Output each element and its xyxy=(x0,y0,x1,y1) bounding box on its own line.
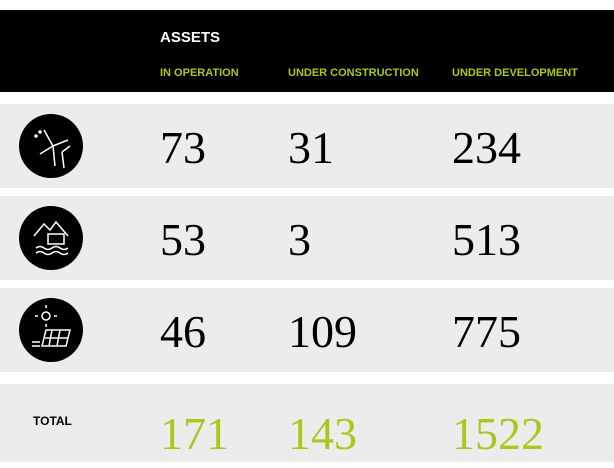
header-title: ASSETS xyxy=(160,29,220,46)
wind-icon xyxy=(19,114,83,178)
row-band xyxy=(0,104,614,188)
row-band xyxy=(0,288,614,372)
total-value: 171 xyxy=(160,408,229,459)
header-band xyxy=(0,10,614,92)
cell-value: 73 xyxy=(160,122,206,173)
cell-value: 775 xyxy=(452,306,521,357)
solar-icon xyxy=(19,298,83,362)
cell-value: 3 xyxy=(288,214,311,265)
cell-value: 31 xyxy=(288,122,334,173)
cell-value: 53 xyxy=(160,214,206,265)
total-value: 143 xyxy=(288,408,357,459)
hydro-icon xyxy=(19,206,83,270)
total-value: 1522 xyxy=(452,408,544,459)
cell-value: 109 xyxy=(288,306,357,357)
row-band xyxy=(0,196,614,280)
cell-value: 46 xyxy=(160,306,206,357)
cell-value: 513 xyxy=(452,214,521,265)
cell-value: 234 xyxy=(452,122,521,173)
total-label: TOTAL xyxy=(33,414,72,428)
column-header: IN OPERATION xyxy=(160,67,239,79)
column-header: UNDER CONSTRUCTION xyxy=(288,67,419,79)
row-band xyxy=(0,384,614,462)
column-header: UNDER DEVELOPMENT xyxy=(452,67,578,79)
